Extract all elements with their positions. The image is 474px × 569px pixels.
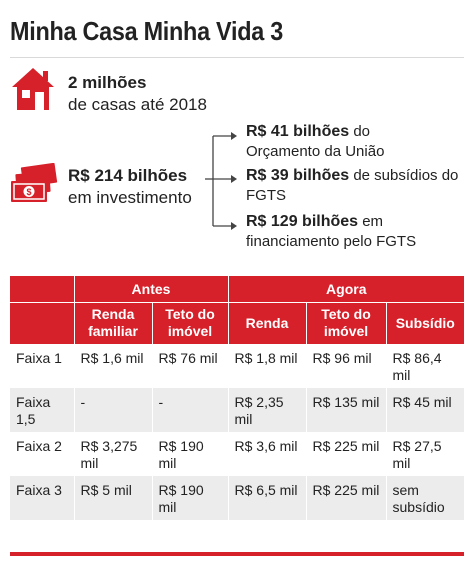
title-divider — [10, 57, 464, 58]
faixa-label: Faixa 3 — [10, 476, 75, 520]
table-cell: R$ 86,4 mil — [386, 344, 465, 388]
table-cell: R$ 96 mil — [306, 344, 387, 388]
faixa-label: Faixa 2 — [10, 432, 75, 476]
table-cell: R$ 1,8 mil — [228, 344, 307, 388]
table-cell: R$ 27,5 mil — [386, 432, 465, 476]
table-cell: R$ 5 mil — [74, 476, 153, 520]
table-cell: R$ 3,275 mil — [74, 432, 153, 476]
financing-text: de subsídios do — [349, 167, 459, 184]
bracket-connector — [205, 132, 237, 230]
table-cell: R$ 225 mil — [306, 476, 387, 520]
houses-stat-label: de casas até 2018 — [68, 95, 207, 114]
financing-amount: R$ 39 bilhões — [246, 167, 350, 184]
houses-stat: 2 milhões de casas até 2018 — [68, 72, 207, 116]
table-row: Faixa 2 R$ 3,275 mil R$ 190 mil R$ 3,6 m… — [10, 432, 465, 476]
table-row: Faixa 3 R$ 5 mil R$ 190 mil R$ 6,5 mil R… — [10, 476, 465, 520]
faixa-label: Faixa 1 — [10, 344, 75, 388]
column-header: Teto do imóvel — [152, 302, 229, 344]
group-header-now: Agora — [228, 276, 465, 303]
table-cell: R$ 3,6 mil — [228, 432, 307, 476]
column-header: Renda — [228, 302, 307, 344]
financing-item: R$ 39 bilhões de subsídios do FGTS — [246, 166, 458, 206]
table-cell: sem subsídio — [386, 476, 465, 520]
table-cell: - — [152, 388, 229, 432]
table-corner — [10, 276, 75, 303]
financing-source: financiamento pelo FGTS — [246, 233, 417, 250]
financing-item: R$ 41 bilhões do Orçamento da União — [246, 122, 384, 162]
financing-source: Orçamento da União — [246, 143, 385, 160]
faixas-table: Antes Agora Renda familiar Teto do imóve… — [10, 276, 465, 520]
investment-stat-label: em investimento — [68, 188, 192, 207]
svg-text:$: $ — [26, 187, 31, 197]
table-cell: - — [74, 388, 153, 432]
group-header-before: Antes — [74, 276, 229, 303]
table-cell: R$ 190 mil — [152, 476, 229, 520]
financing-amount: R$ 41 bilhões — [246, 123, 350, 140]
table-cell: R$ 190 mil — [152, 432, 229, 476]
table-cell: R$ 1,6 mil — [74, 344, 153, 388]
houses-stat-value: 2 milhões — [68, 73, 147, 92]
money-icon: $ — [11, 163, 58, 202]
financing-text: em — [358, 213, 384, 230]
page-title: Minha Casa Minha Vida 3 — [10, 16, 283, 46]
financing-item: R$ 129 bilhões em financiamento pelo FGT… — [246, 212, 416, 252]
table-cell: R$ 225 mil — [306, 432, 387, 476]
column-header: Teto do imóvel — [306, 302, 387, 344]
column-header: Subsídio — [386, 302, 465, 344]
column-header: Renda familiar — [74, 302, 153, 344]
table-row: Faixa 1 R$ 1,6 mil R$ 76 mil R$ 1,8 mil … — [10, 344, 465, 388]
house-icon — [12, 68, 54, 110]
investment-stat-value: R$ 214 bilhões — [68, 166, 188, 185]
financing-text: do — [349, 123, 371, 140]
bottom-rule — [10, 552, 464, 556]
table-cell: R$ 6,5 mil — [228, 476, 307, 520]
faixa-label: Faixa 1,5 — [10, 388, 75, 432]
financing-amount: R$ 129 bilhões — [246, 213, 359, 230]
table-cell: R$ 76 mil — [152, 344, 229, 388]
financing-source: FGTS — [246, 187, 286, 204]
table-cell: R$ 2,35 mil — [228, 388, 307, 432]
table-corner — [10, 302, 75, 344]
table-cell: R$ 135 mil — [306, 388, 387, 432]
table-row: Faixa 1,5 - - R$ 2,35 mil R$ 135 mil R$ … — [10, 388, 465, 432]
table-cell: R$ 45 mil — [386, 388, 465, 432]
investment-stat: R$ 214 bilhões em investimento — [68, 165, 192, 209]
